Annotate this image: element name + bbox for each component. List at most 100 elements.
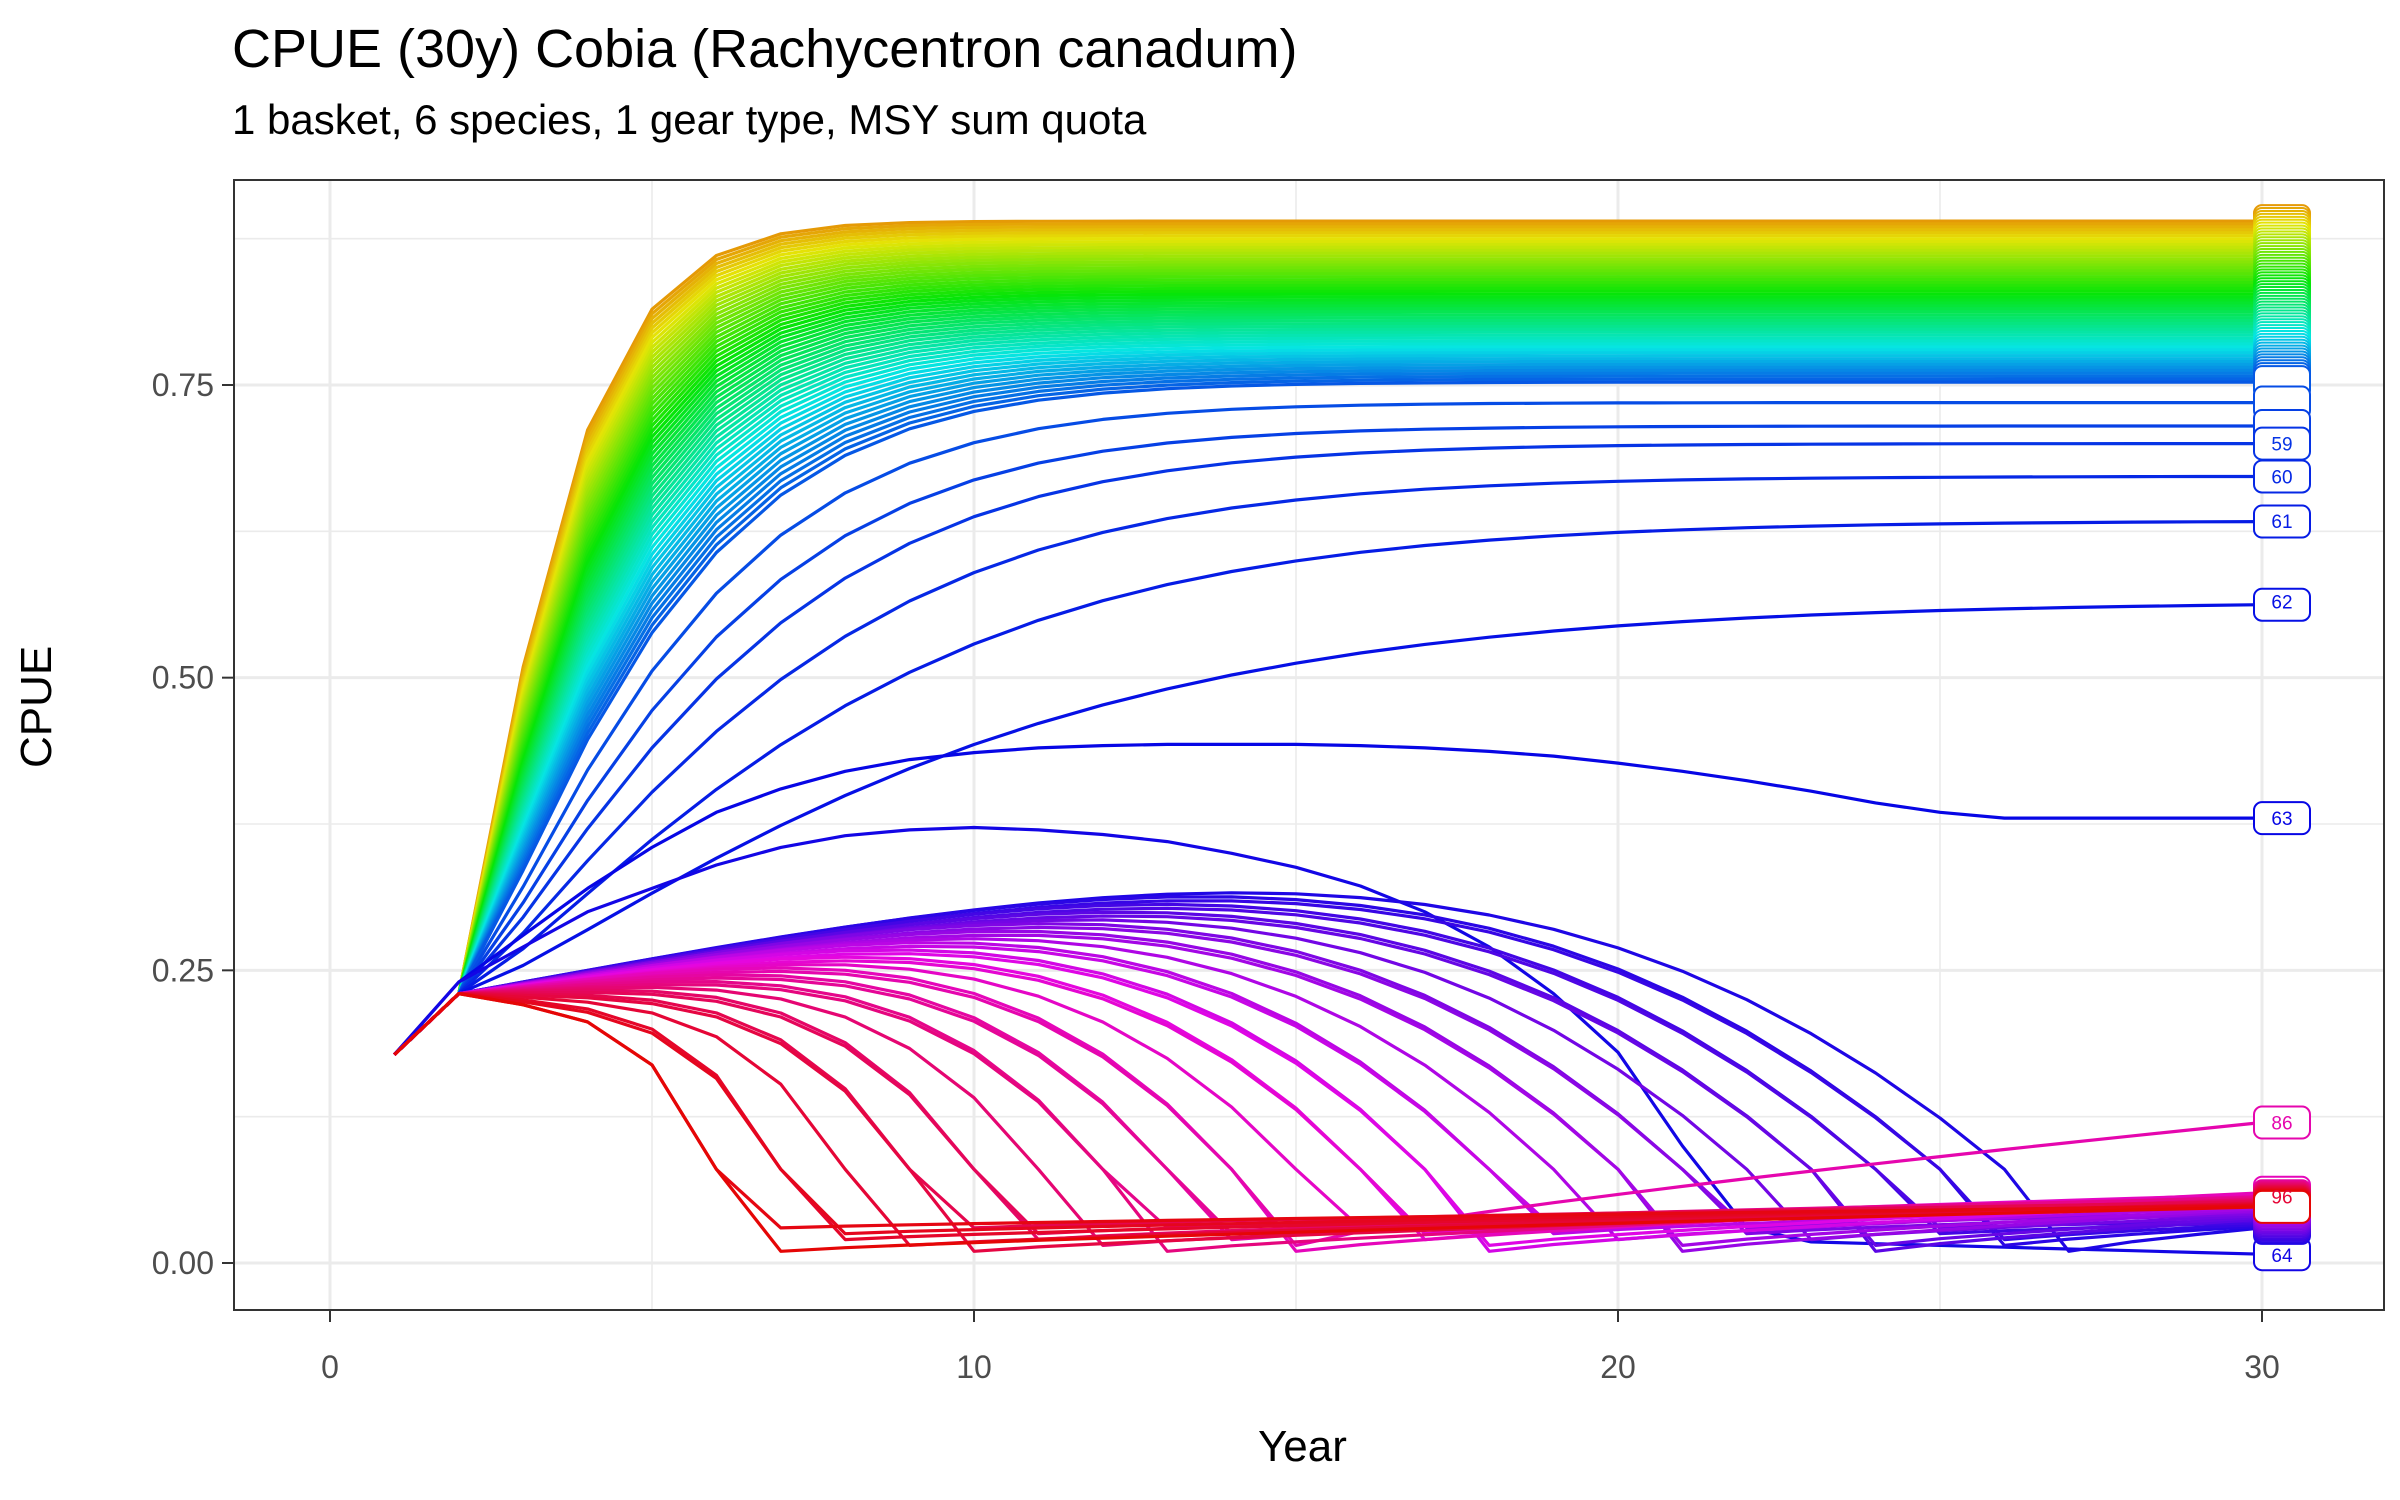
series-line xyxy=(393,424,2262,1056)
series-line xyxy=(393,992,2263,1230)
series-line xyxy=(393,225,2262,1056)
series-line xyxy=(393,348,2262,1056)
series-line xyxy=(393,336,2262,1056)
series-line xyxy=(393,321,2262,1056)
series-line xyxy=(393,307,2262,1056)
x-axis-label: Year xyxy=(1258,1422,1347,1471)
series-line xyxy=(393,248,2262,1056)
series-line xyxy=(393,257,2262,1056)
end-label-text: 64 xyxy=(2271,1246,2293,1267)
series-line xyxy=(393,980,2263,1230)
series-line xyxy=(393,929,2263,1253)
series-line xyxy=(393,283,2262,1056)
x-tick-label: 30 xyxy=(2244,1349,2280,1385)
end-label-box xyxy=(2253,801,2311,836)
series-line xyxy=(393,442,2262,1056)
series-line xyxy=(393,368,2262,1056)
series-line xyxy=(393,251,2262,1056)
series-line xyxy=(393,401,2262,1056)
series-line xyxy=(393,339,2262,1056)
chart-title: CPUE (30y) Cobia (Rachycentron canadum) xyxy=(232,19,1298,79)
series-line xyxy=(393,324,2262,1056)
series-line xyxy=(393,899,2263,1242)
series-line xyxy=(393,992,2263,1253)
series-line xyxy=(393,269,2262,1056)
series-line xyxy=(393,231,2262,1056)
y-tick-label: 0.25 xyxy=(152,952,214,988)
series-line xyxy=(393,959,2263,1236)
series-line xyxy=(393,357,2262,1056)
series-line xyxy=(393,313,2262,1056)
series-line xyxy=(393,910,2263,1253)
series-line xyxy=(393,351,2262,1056)
chart-subtitle: 1 basket, 6 species, 1 gear type, MSY su… xyxy=(232,96,1147,143)
series-line xyxy=(393,380,2262,1056)
series-line xyxy=(393,275,2262,1056)
series-line xyxy=(393,304,2262,1056)
series-line xyxy=(393,345,2262,1056)
series-line xyxy=(393,310,2262,1056)
end-label-text: 62 xyxy=(2271,593,2292,614)
series-line xyxy=(393,365,2262,1056)
y-tick-label: 0.00 xyxy=(152,1245,214,1281)
series-line xyxy=(393,222,2262,1056)
series-line xyxy=(393,245,2262,1056)
end-label-box xyxy=(2253,587,2311,622)
series-line xyxy=(393,976,2263,1236)
series-line xyxy=(393,266,2262,1056)
series-line xyxy=(393,374,2262,1056)
x-tick-label: 20 xyxy=(1600,1349,1636,1385)
end-label-text: 86 xyxy=(2271,1114,2292,1135)
series-line xyxy=(393,237,2262,1056)
series-line xyxy=(393,316,2262,1056)
end-label-text: 63 xyxy=(2271,809,2292,830)
series-line xyxy=(393,234,2262,1056)
series-line xyxy=(393,254,2262,1056)
series-line xyxy=(393,263,2262,1056)
x-tick-label: 10 xyxy=(956,1349,992,1385)
end-label-text: 61 xyxy=(2271,512,2292,533)
series-line xyxy=(393,298,2262,1056)
series-line xyxy=(393,240,2262,1056)
y-tick-label: 0.50 xyxy=(152,660,214,696)
series-line xyxy=(393,360,2262,1056)
plot-panel-border xyxy=(233,179,2385,1311)
series-line xyxy=(393,333,2262,1056)
series-line xyxy=(393,301,2262,1056)
series-line xyxy=(393,362,2262,1056)
series-line xyxy=(393,295,2262,1056)
series-line xyxy=(393,992,2263,1230)
end-label-text: 59 xyxy=(2271,435,2292,456)
end-label-text: 96 xyxy=(2271,1187,2292,1208)
series-line xyxy=(393,272,2262,1056)
end-label-box xyxy=(2253,1189,2311,1224)
series-line xyxy=(393,286,2262,1056)
end-label-text: 60 xyxy=(2271,467,2292,488)
series-line xyxy=(393,278,2262,1056)
series-line xyxy=(393,377,2262,1056)
series-line xyxy=(393,474,2262,1056)
series-line xyxy=(393,242,2262,1056)
end-label-box xyxy=(2253,504,2311,539)
series-line xyxy=(393,825,2263,1256)
series-line xyxy=(393,327,2262,1056)
series-line xyxy=(393,219,2262,1056)
series-line xyxy=(393,895,2263,1247)
series-line xyxy=(393,289,2262,1056)
series-line xyxy=(393,330,2262,1056)
series-line xyxy=(393,228,2262,1056)
series-line xyxy=(393,371,2262,1056)
end-label-box xyxy=(2253,459,2311,494)
series-line xyxy=(393,292,2262,1056)
series-line xyxy=(393,342,2262,1056)
axis-ticks: 0 10 20 30 0.00 0.25 0.50 0.75 xyxy=(152,367,2280,1385)
end-label-box xyxy=(2253,1105,2311,1140)
x-tick-label: 0 xyxy=(321,1349,339,1385)
series-lines xyxy=(393,219,2263,1256)
series-line xyxy=(393,742,2262,1056)
series-line xyxy=(393,520,2263,1056)
end-labels: 59 60 61 62 63 64 86 96 xyxy=(2253,204,2311,1272)
series-line xyxy=(393,603,2263,1056)
series-line xyxy=(393,281,2262,1056)
